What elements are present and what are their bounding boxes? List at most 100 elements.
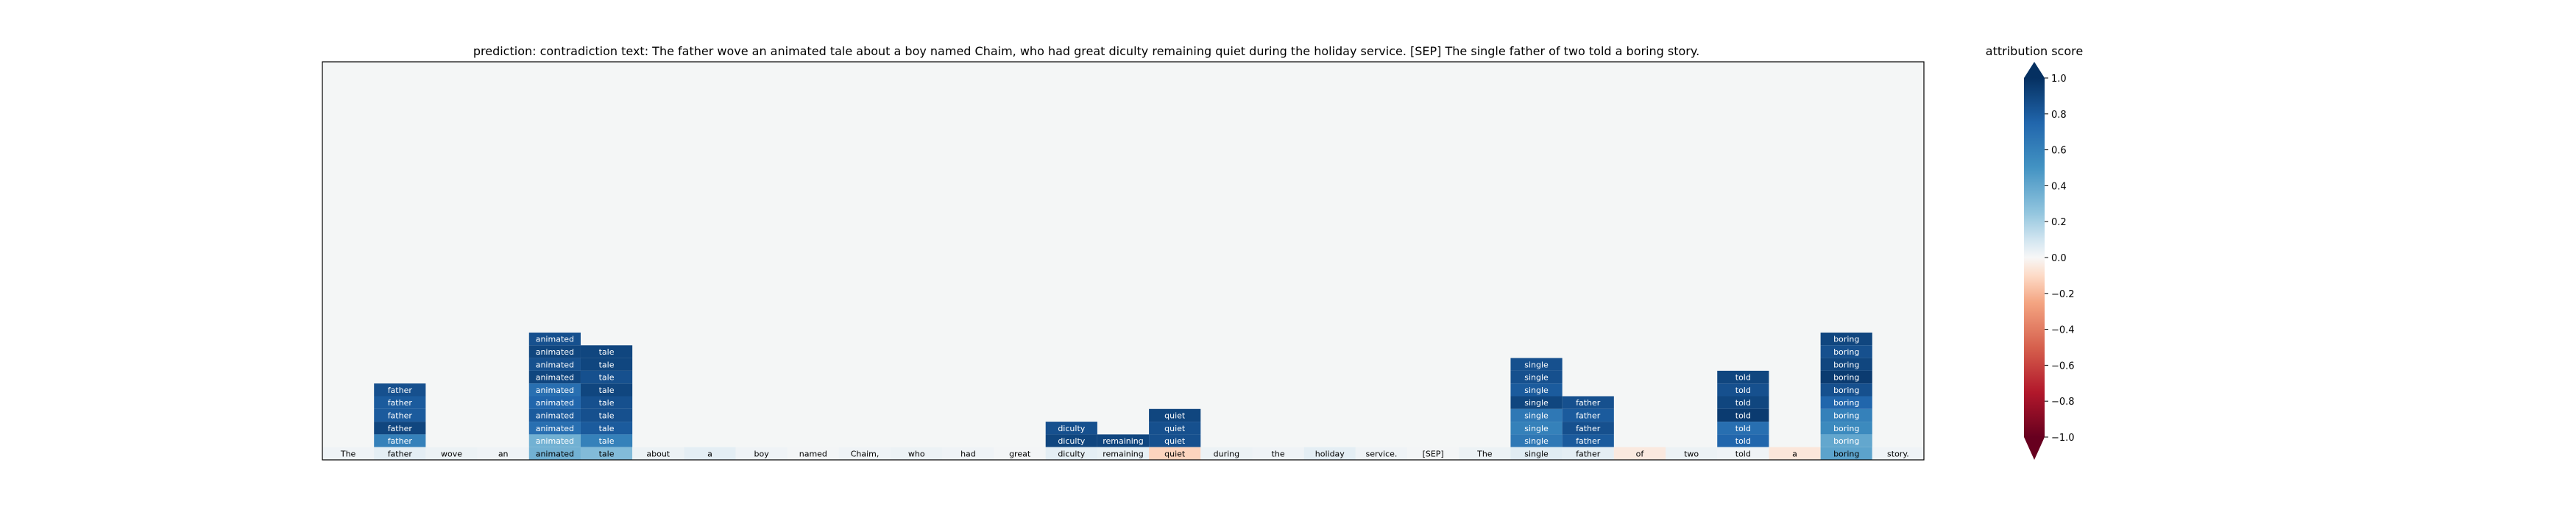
stacked-cell-label: tale: [599, 347, 615, 357]
token-cell: [1717, 447, 1769, 460]
colorbar-label: attribution score: [1986, 44, 2083, 58]
stacked-cell-label: quiet: [1164, 436, 1186, 446]
token-cell: [1562, 447, 1614, 460]
stacked-cell: [1717, 383, 1769, 397]
stacked-cell-label: animated: [536, 436, 574, 446]
token-cell: [787, 447, 839, 460]
stacked-cell-label: boring: [1833, 398, 1859, 408]
stacked-cell: [1562, 422, 1614, 435]
stacked-cell-label: told: [1735, 411, 1751, 420]
stacked-cell: [1562, 396, 1614, 409]
token-cell: [1459, 447, 1511, 460]
stacked-cell-label: animated: [536, 360, 574, 369]
stacked-cell-label: animated: [536, 373, 574, 383]
token-cell: [1200, 447, 1253, 460]
token-label: tale: [599, 449, 615, 458]
token-cell: [1252, 447, 1304, 460]
stacked-cell-label: animated: [536, 424, 574, 433]
stacked-cell: [1149, 434, 1201, 447]
stacked-cell-label: animated: [536, 398, 574, 408]
token-label: holiday: [1315, 449, 1345, 458]
token-label: of: [1636, 449, 1645, 458]
stacked-cell: [1820, 345, 1872, 358]
token-label: the: [1272, 449, 1285, 458]
chart-title: prediction: contradiction text: The fath…: [473, 44, 1699, 58]
stacked-cell-label: tale: [599, 386, 615, 395]
token-label: named: [799, 449, 827, 458]
token-cell: [528, 447, 581, 460]
stacked-cell: [580, 358, 633, 371]
stacked-cell: [1097, 434, 1150, 447]
stacked-cell: [1820, 422, 1872, 435]
stacked-cell-label: animated: [536, 386, 574, 395]
stacked-cell-label: boring: [1833, 360, 1859, 369]
token-cell: [735, 447, 788, 460]
token-cell: [1407, 447, 1459, 460]
token-label: Chaim,: [851, 449, 880, 458]
colorbar-ticks: 1.0 0.8 0.6 0.4 0.2 0.0 −0.2 −0.4 −0.6 −0.8 −1.0: [2045, 74, 2075, 444]
token-cell: [374, 447, 426, 460]
stacked-cell: [1149, 422, 1201, 435]
token-cell: [1097, 447, 1150, 460]
stacked-cell-label: boring: [1833, 424, 1859, 433]
stacked-cell-label: single: [1524, 436, 1549, 446]
stacked-cell: [528, 434, 581, 447]
stacked-cells-layer: father father father father father animated an…: [374, 333, 1872, 447]
token-cell: [1769, 447, 1821, 460]
stacked-cell: [528, 370, 581, 384]
token-cell: [684, 447, 736, 460]
stacked-cell-label: single: [1524, 360, 1549, 369]
token-label: wove: [441, 449, 462, 458]
colorbar-tick-label: 0.2: [2051, 217, 2067, 228]
stacked-cell: [374, 383, 426, 397]
colorbar-tick-label: −0.2: [2051, 289, 2075, 300]
stacked-cell-label: animated: [536, 347, 574, 357]
token-row-layer: The father wove an animated tale about a boy name…: [322, 447, 1924, 460]
stacked-cell: [1510, 383, 1563, 397]
stacked-cell-label: told: [1735, 386, 1751, 395]
stacked-cell-label: boring: [1833, 335, 1859, 344]
stacked-cell-label: remaining: [1103, 436, 1144, 446]
colorbar-tick-label: 0.0: [2051, 253, 2067, 264]
token-label: animated: [536, 449, 574, 458]
stacked-cell: [1510, 358, 1563, 371]
stacked-cell-label: tale: [599, 398, 615, 408]
stacked-cell: [1510, 434, 1563, 447]
token-cell: [838, 447, 891, 460]
colorbar-tick-label: 0.4: [2051, 181, 2067, 192]
stacked-cell: [1045, 434, 1097, 447]
colorbar-tick-label: −0.8: [2051, 397, 2075, 408]
colorbar-extend-top: [2024, 62, 2045, 78]
stacked-cell-label: father: [388, 424, 413, 433]
stacked-cell: [1717, 422, 1769, 435]
stacked-cell: [528, 358, 581, 371]
stacked-cell: [1820, 333, 1872, 346]
stacked-cell: [528, 333, 581, 346]
stacked-cell-label: father: [388, 398, 413, 408]
colorbar-tick-label: 1.0: [2051, 74, 2067, 85]
stacked-cell-label: tale: [599, 411, 615, 420]
token-label: single: [1524, 449, 1549, 458]
colorbar-extend-bottom: [2024, 437, 2045, 460]
token-cell: [580, 447, 633, 460]
token-cell: [891, 447, 943, 460]
stacked-cell: [528, 422, 581, 435]
token-label: father: [388, 449, 413, 458]
stacked-cell-label: father: [388, 386, 413, 395]
stacked-cell: [1510, 370, 1563, 384]
stacked-cell-label: boring: [1833, 347, 1859, 357]
stacked-cell: [580, 345, 633, 358]
colorbar-tick-label: −1.0: [2051, 433, 2075, 444]
token-cell: [942, 447, 994, 460]
token-cell: [477, 447, 529, 460]
stacked-cell: [1717, 396, 1769, 409]
token-label: told: [1735, 449, 1751, 458]
stacked-cell-label: father: [1576, 398, 1601, 408]
stacked-cell: [528, 396, 581, 409]
token-label: an: [498, 449, 509, 458]
stacked-cell: [1717, 408, 1769, 422]
stacked-cell: [580, 370, 633, 384]
stacked-cell: [580, 434, 633, 447]
stacked-cell-label: boring: [1833, 386, 1859, 395]
